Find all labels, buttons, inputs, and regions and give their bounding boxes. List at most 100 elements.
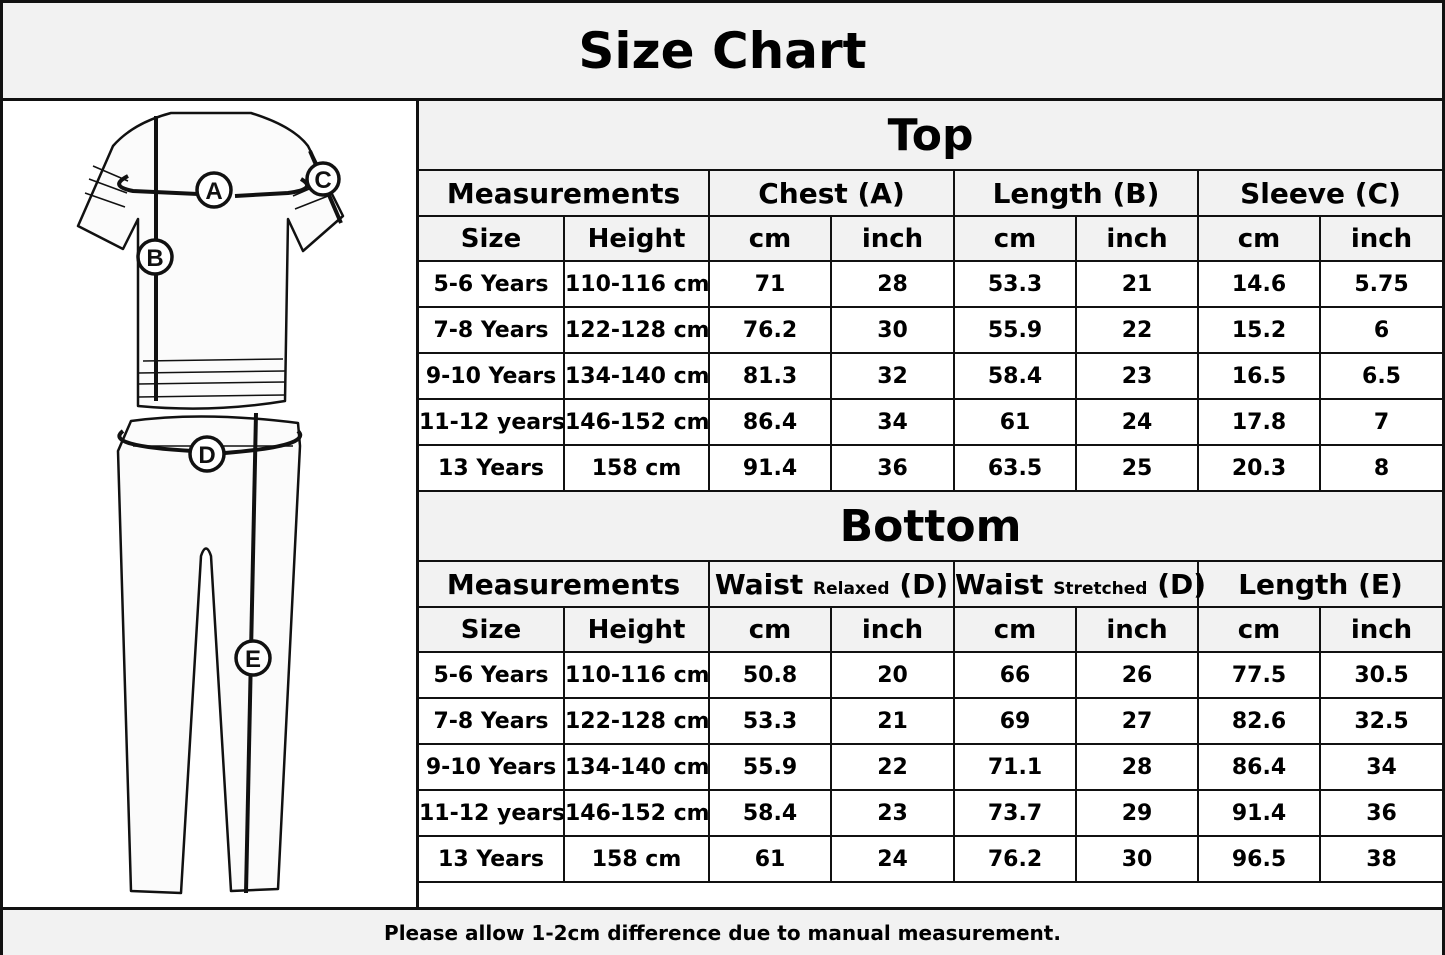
top-section-title: Top — [419, 101, 1443, 171]
table-cell: 30.5 — [1318, 651, 1443, 699]
table-cell: 20.3 — [1197, 444, 1321, 492]
table-cell: 30 — [830, 306, 955, 354]
top-size-table: Top Measurements Chest (A) Length (B) Sleeve… — [419, 101, 1443, 492]
header-suffix: (D) — [899, 567, 949, 601]
table-row: 5-6 Years 110-116 cm 50.8 20 66 26 77.5 30.5 — [419, 651, 1443, 699]
header-main: Waist — [955, 567, 1044, 601]
table-cell: 13 Years — [419, 444, 565, 492]
table-row: 11-12 years 146-152 cm 58.4 23 73.7 29 91.4 36 — [419, 789, 1443, 837]
measurement-disclaimer: Please allow 1-2cm difference due to man… — [3, 907, 1442, 955]
table-cell: 146-152 cm — [563, 398, 710, 446]
column-subheader: inch — [1318, 606, 1443, 653]
table-row: 13 Years 158 cm 61 24 76.2 30 96.5 38 — [419, 835, 1443, 883]
table-cell: 58.4 — [708, 789, 832, 837]
header-qualifier: Stretched — [1053, 578, 1148, 599]
table-cell: 110-116 cm — [563, 651, 710, 699]
table-cell: 24 — [1075, 398, 1199, 446]
table-cell: 28 — [830, 260, 955, 308]
table-cell: 63.5 — [953, 444, 1077, 492]
table-cell: 28 — [1075, 743, 1199, 791]
table-cell: 76.2 — [953, 835, 1077, 883]
table-row: 7-8 Years 122-128 cm 76.2 30 55.9 22 15.2 6 — [419, 306, 1443, 354]
table-cell: 32 — [830, 352, 955, 400]
column-subheader: cm — [953, 606, 1077, 653]
table-cell: 58.4 — [953, 352, 1077, 400]
column-subheader: cm — [1197, 215, 1321, 262]
column-subheader: cm — [708, 606, 832, 653]
size-tables: Top Measurements Chest (A) Length (B) Sleeve… — [419, 101, 1443, 883]
header-qualifier: Relaxed — [813, 578, 890, 599]
table-cell: 16.5 — [1197, 352, 1321, 400]
table-cell: 61 — [953, 398, 1077, 446]
table-cell: 6 — [1318, 306, 1443, 354]
table-cell: 122-128 cm — [563, 306, 710, 354]
table-cell: 61 — [708, 835, 832, 883]
label-c: C — [314, 167, 331, 194]
column-subheader: inch — [1075, 215, 1199, 262]
table-cell: 6.5 — [1318, 352, 1443, 400]
table-cell: 55.9 — [953, 306, 1077, 354]
table-cell: 23 — [830, 789, 955, 837]
table-cell: 11-12 years — [419, 398, 565, 446]
column-group-header: Waist Stretched (D) — [953, 560, 1206, 608]
table-cell: 77.5 — [1197, 651, 1321, 699]
table-cell: 7 — [1318, 398, 1443, 446]
table-cell: 158 cm — [563, 835, 710, 883]
table-cell: 76.2 — [708, 306, 832, 354]
table-cell: 71 — [708, 260, 832, 308]
table-cell: 20 — [830, 651, 955, 699]
table-cell: 134-140 cm — [563, 743, 710, 791]
column-subheader: cm — [953, 215, 1077, 262]
garment-illustration: A B C D E — [3, 101, 419, 907]
table-cell: 73.7 — [953, 789, 1077, 837]
table-cell: 7-8 Years — [419, 697, 565, 745]
table-cell: 134-140 cm — [563, 352, 710, 400]
table-cell: 21 — [1075, 260, 1199, 308]
table-cell: 14.6 — [1197, 260, 1321, 308]
table-cell: 91.4 — [708, 444, 832, 492]
table-cell: 32.5 — [1318, 697, 1443, 745]
table-cell: 66 — [953, 651, 1077, 699]
table-cell: 27 — [1075, 697, 1199, 745]
column-group-header: Measurements — [419, 560, 710, 608]
garment-diagram: A B C D E — [76, 111, 345, 895]
table-cell: 82.6 — [1197, 697, 1321, 745]
column-group-header-row: Measurements Waist Relaxed (D) Waist Stret… — [419, 560, 1443, 608]
table-cell: 34 — [1318, 743, 1443, 791]
table-cell: 69 — [953, 697, 1077, 745]
header-main: Measurements — [446, 567, 681, 601]
column-group-header: Waist Relaxed (D) — [708, 560, 955, 608]
label-d-badge — [188, 435, 226, 473]
table-row: 7-8 Years 122-128 cm 53.3 21 69 27 82.6 32.5 — [419, 697, 1443, 745]
table-cell: 55.9 — [708, 743, 832, 791]
table-row: 13 Years 158 cm 91.4 36 63.5 25 20.3 8 — [419, 444, 1443, 492]
column-subheader: cm — [708, 215, 832, 262]
table-cell: 50.8 — [708, 651, 832, 699]
table-cell: 158 cm — [563, 444, 710, 492]
table-cell: 122-128 cm — [563, 697, 710, 745]
header-suffix: (D) — [1157, 567, 1207, 601]
table-cell: 110-116 cm — [563, 260, 710, 308]
table-cell: 5-6 Years — [419, 260, 565, 308]
column-group-header-row: Measurements Chest (A) Length (B) Sleeve (C… — [419, 169, 1443, 217]
table-cell: 25 — [1075, 444, 1199, 492]
table-cell: 8 — [1318, 444, 1443, 492]
table-cell: 53.3 — [708, 697, 832, 745]
column-subheader: Height — [563, 606, 710, 653]
table-row: 5-6 Years 110-116 cm 71 28 53.3 21 14.6 5.75 — [419, 260, 1443, 308]
column-subheader: Size — [419, 215, 565, 262]
column-subheader: Size — [419, 606, 565, 653]
table-cell: 9-10 Years — [419, 743, 565, 791]
label-e-badge — [234, 639, 272, 677]
column-group-header: Chest (A) — [708, 169, 955, 217]
table-row: 9-10 Years 134-140 cm 55.9 22 71.1 28 86.4 34 — [419, 743, 1443, 791]
table-cell: 26 — [1075, 651, 1199, 699]
column-subheader: inch — [1318, 215, 1443, 262]
table-cell: 13 Years — [419, 835, 565, 883]
t-shirt-outline — [76, 111, 345, 410]
table-cell: 17.8 — [1197, 398, 1321, 446]
table-cell: 7-8 Years — [419, 306, 565, 354]
label-a-badge — [195, 171, 233, 209]
label-d: D — [198, 442, 215, 469]
table-cell: 9-10 Years — [419, 352, 565, 400]
